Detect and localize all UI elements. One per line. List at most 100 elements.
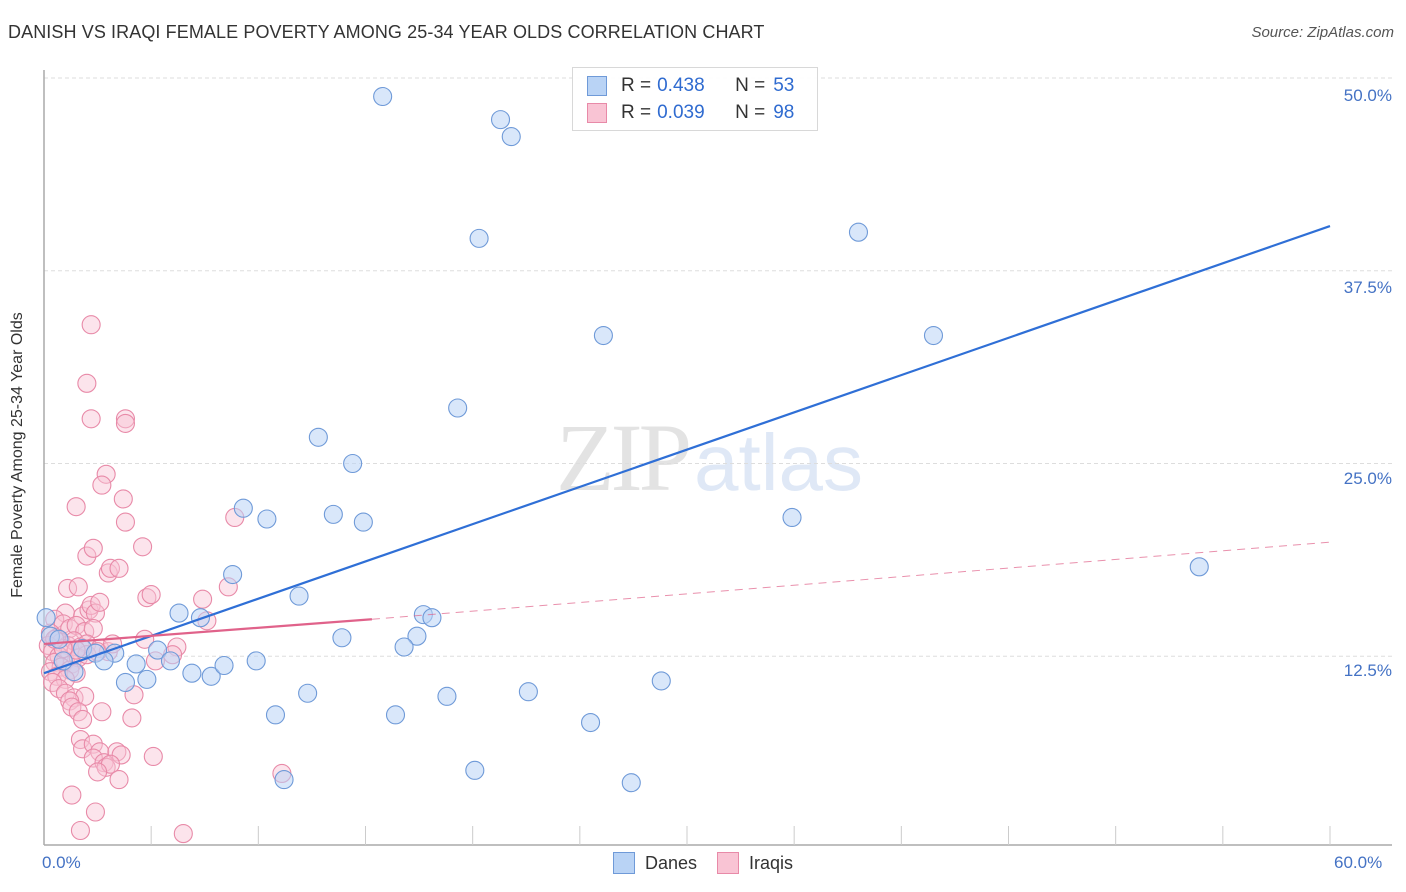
- danes-point: [782, 507, 802, 528]
- iraqis-point: [122, 708, 142, 728]
- iraqis-trend-extension: [371, 541, 1331, 620]
- chart-title: DANISH VS IRAQI FEMALE POVERTY AMONG 25-…: [8, 22, 765, 42]
- y-tick-25: 25.0%: [1343, 469, 1392, 488]
- iraqis-point: [83, 538, 103, 558]
- iraqis-point: [193, 589, 213, 609]
- iraqis-point: [113, 489, 133, 509]
- danes-point: [394, 637, 414, 657]
- n-label: N =: [735, 75, 766, 96]
- danes-point: [501, 127, 521, 147]
- danes-point: [518, 682, 538, 702]
- danes-point: [469, 228, 489, 248]
- iraqis-point: [70, 820, 90, 841]
- r-value: 0.438: [657, 75, 705, 96]
- danes-point: [182, 663, 202, 683]
- n-value: 98: [773, 102, 795, 123]
- danes-point: [343, 453, 363, 474]
- r-value: 0.039: [657, 102, 705, 123]
- y-tick-12-5: 12.5%: [1343, 661, 1392, 680]
- danes-point: [115, 672, 135, 693]
- iraqis-trend-line: [43, 618, 373, 646]
- iraqis-point: [68, 577, 88, 597]
- iraqis-point: [96, 464, 116, 484]
- y-tick-50: 50.0%: [1343, 86, 1392, 105]
- danes-point: [126, 654, 146, 674]
- x-tick-60: 60.0%: [1334, 853, 1383, 872]
- y-tick-37-5: 37.5%: [1343, 278, 1392, 297]
- danes-point: [448, 398, 468, 418]
- iraqis-point: [81, 409, 101, 429]
- iraqis-point: [133, 537, 153, 557]
- danes-point: [201, 666, 221, 686]
- iraqis-point: [81, 315, 101, 335]
- iraqis-legend-swatch-icon: [717, 852, 739, 874]
- iraqis-point: [62, 785, 82, 805]
- danes-point: [148, 640, 168, 660]
- danes-point: [298, 683, 318, 703]
- stats-row-iraqis: R = 0.039 N = 98: [587, 101, 794, 125]
- danes-trend-line: [43, 224, 1331, 675]
- legend-item-danes[interactable]: Danes: [612, 852, 697, 874]
- source-label: Source: ZipAtlas.com: [1251, 24, 1394, 41]
- watermark-atlas: atlas: [694, 418, 863, 507]
- danes-point: [848, 222, 869, 242]
- iraqis-point: [115, 413, 135, 433]
- danes-point: [373, 86, 393, 107]
- danes-point: [36, 608, 56, 628]
- danes-point: [332, 628, 352, 648]
- danes-point: [289, 586, 309, 606]
- legend-label-danes: Danes: [644, 852, 697, 873]
- iraqis-point: [115, 512, 135, 532]
- danes-point: [580, 713, 601, 733]
- iraqis-point: [173, 824, 193, 844]
- danes-point: [308, 427, 328, 447]
- iraqis-point: [115, 409, 135, 429]
- iraqis-swatch-icon: [587, 103, 607, 123]
- danes-point: [385, 705, 406, 725]
- danes-legend-swatch-icon: [612, 852, 635, 874]
- r-label: R =: [621, 102, 652, 123]
- danes-point: [214, 655, 234, 676]
- danes-point: [49, 629, 69, 649]
- danes-point: [593, 325, 613, 346]
- iraqis-point: [92, 702, 112, 722]
- iraqis-point: [90, 592, 110, 612]
- watermark: ZIPatlas: [556, 402, 863, 513]
- danes-point: [246, 651, 266, 671]
- legend-label-iraqis: Iraqis: [749, 852, 794, 873]
- danes-point: [651, 671, 671, 691]
- danes-point: [169, 603, 189, 623]
- r-label: R =: [621, 75, 652, 96]
- danes-point: [621, 773, 641, 793]
- danes-swatch-icon: [587, 76, 607, 96]
- watermark-zip: ZIP: [556, 404, 692, 511]
- chart-legend: Danes Iraqis: [0, 852, 1406, 874]
- danes-point: [1189, 557, 1209, 577]
- iraqis-point: [88, 762, 108, 782]
- iraqis-point: [83, 734, 103, 754]
- iraqis-point: [66, 497, 86, 517]
- danes-point: [323, 504, 343, 524]
- iraqis-point: [109, 558, 129, 578]
- stats-row-danes: R = 0.438 N = 53: [587, 74, 794, 98]
- danes-point: [265, 705, 286, 725]
- legend-item-iraqis[interactable]: Iraqis: [717, 852, 793, 874]
- danes-point: [422, 608, 442, 628]
- danes-point: [257, 509, 277, 529]
- danes-point: [923, 325, 944, 346]
- danes-point: [490, 110, 511, 130]
- danes-point: [437, 686, 457, 706]
- danes-point: [353, 512, 373, 532]
- y-axis-label: Female Poverty Among 25-34 Year Olds: [9, 312, 26, 598]
- danes-point: [465, 760, 485, 780]
- danes-point: [223, 564, 243, 585]
- stats-box: R = 0.438 N = 53 R = 0.039 N = 98: [572, 67, 818, 131]
- iraqis-point: [141, 585, 161, 605]
- iraqis-point: [73, 709, 93, 730]
- iraqis-point: [77, 373, 97, 393]
- danes-point: [137, 669, 157, 689]
- iraqis-point: [85, 603, 105, 623]
- x-tick-0: 0.0%: [42, 853, 81, 872]
- danes-point: [233, 498, 253, 518]
